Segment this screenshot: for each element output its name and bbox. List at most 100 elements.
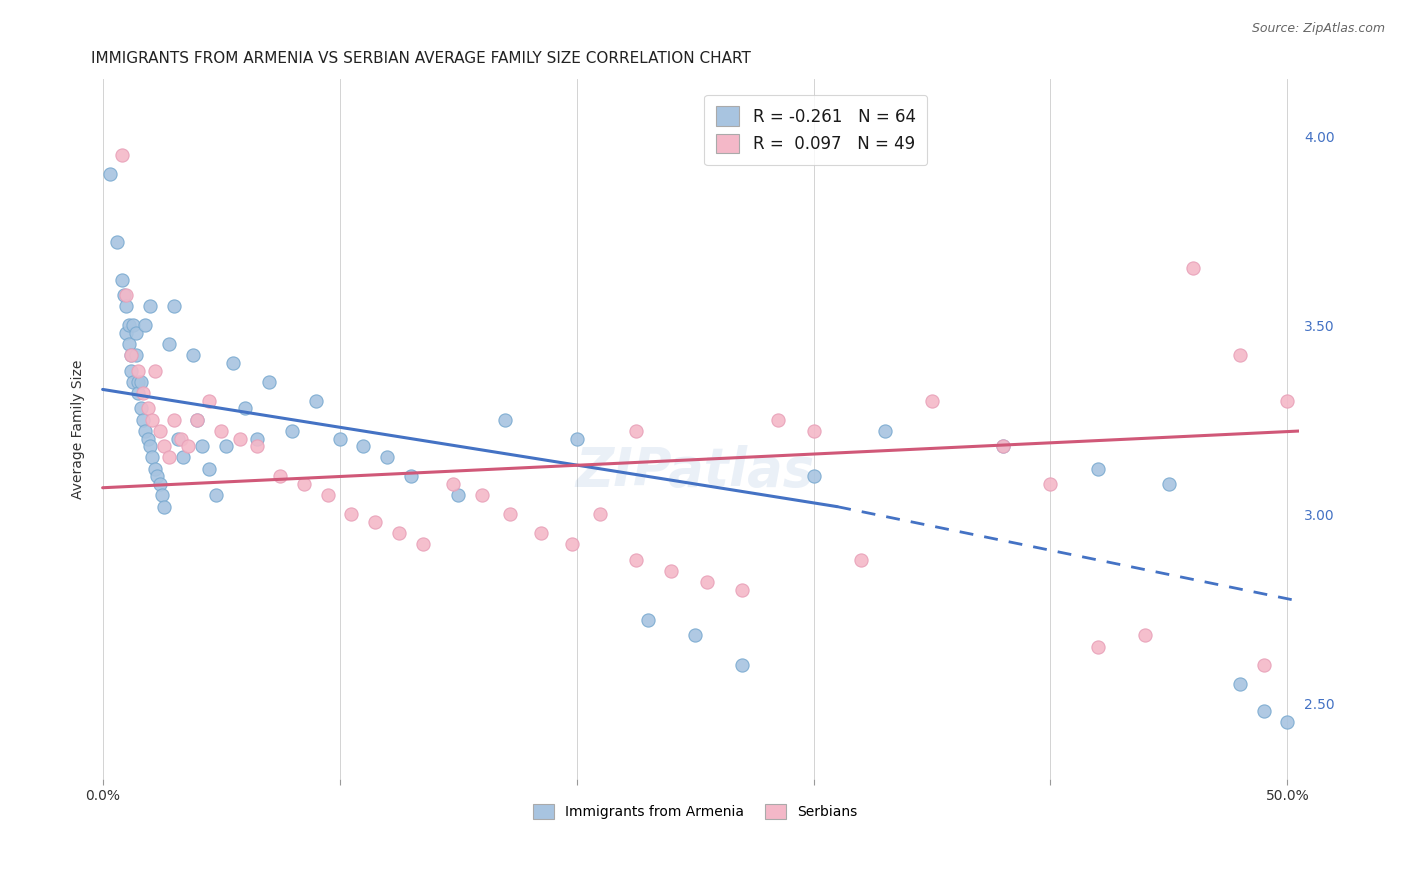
Point: [375, 450, 398, 465]
Point: [412, 537, 434, 551]
Point: [139, 439, 162, 453]
Point: [766, 412, 789, 426]
Point: [186, 412, 208, 426]
Point: [803, 469, 825, 483]
Point: [136, 432, 159, 446]
Point: [136, 401, 159, 416]
Text: Source: ZipAtlas.com: Source: ZipAtlas.com: [1251, 22, 1385, 36]
Point: [120, 363, 142, 377]
Point: [105, 235, 128, 249]
Point: [205, 488, 228, 502]
Point: [191, 439, 214, 453]
Point: [167, 432, 190, 446]
Point: [112, 288, 135, 302]
Point: [731, 582, 754, 597]
Point: [873, 424, 896, 438]
Point: [146, 469, 169, 483]
Point: [198, 462, 221, 476]
Point: [215, 439, 238, 453]
Point: [153, 439, 176, 453]
Point: [329, 432, 352, 446]
Point: [122, 375, 145, 389]
Point: [1135, 628, 1157, 642]
Point: [141, 412, 163, 426]
Point: [134, 424, 156, 438]
Point: [198, 393, 221, 408]
Point: [921, 393, 943, 408]
Point: [471, 488, 494, 502]
Point: [150, 488, 173, 502]
Point: [991, 439, 1014, 453]
Point: [565, 432, 588, 446]
Point: [163, 299, 186, 313]
Point: [132, 386, 155, 401]
Point: [134, 318, 156, 333]
Point: [637, 613, 659, 627]
Point: [170, 432, 193, 446]
Point: [388, 526, 411, 541]
Point: [127, 375, 149, 389]
Point: [624, 552, 647, 566]
Point: [125, 348, 148, 362]
Point: [163, 412, 186, 426]
Point: [98, 167, 121, 181]
Point: [153, 500, 176, 514]
Point: [157, 450, 180, 465]
Point: [1229, 677, 1251, 691]
Point: [1253, 658, 1275, 673]
Y-axis label: Average Family Size: Average Family Size: [72, 359, 86, 499]
Point: [1181, 261, 1204, 276]
Point: [118, 337, 141, 351]
Point: [110, 273, 132, 287]
Text: IMMIGRANTS FROM ARMENIA VS SERBIAN AVERAGE FAMILY SIZE CORRELATION CHART: IMMIGRANTS FROM ARMENIA VS SERBIAN AVERA…: [91, 51, 751, 66]
Point: [127, 386, 149, 401]
Point: [1157, 477, 1180, 491]
Point: [172, 450, 194, 465]
Point: [186, 412, 208, 426]
Point: [139, 299, 162, 313]
Point: [229, 432, 252, 446]
Point: [141, 450, 163, 465]
Point: [148, 424, 170, 438]
Point: [683, 628, 706, 642]
Point: [143, 462, 166, 476]
Point: [399, 469, 422, 483]
Point: [1087, 462, 1109, 476]
Point: [269, 469, 291, 483]
Point: [110, 148, 132, 162]
Point: [1087, 640, 1109, 654]
Point: [849, 552, 872, 566]
Point: [561, 537, 583, 551]
Point: [129, 401, 152, 416]
Point: [148, 477, 170, 491]
Point: [115, 326, 138, 340]
Point: [1039, 477, 1062, 491]
Point: [233, 401, 256, 416]
Text: ZIPatlas: ZIPatlas: [575, 445, 814, 497]
Point: [589, 507, 612, 521]
Point: [246, 432, 269, 446]
Point: [1253, 704, 1275, 718]
Point: [222, 356, 245, 370]
Point: [209, 424, 232, 438]
Point: [281, 424, 304, 438]
Point: [659, 564, 682, 578]
Point: [316, 488, 339, 502]
Point: [157, 337, 180, 351]
Point: [364, 515, 387, 529]
Point: [352, 439, 374, 453]
Point: [292, 477, 315, 491]
Point: [495, 412, 517, 426]
Point: [125, 326, 148, 340]
Point: [1277, 715, 1299, 730]
Point: [447, 488, 470, 502]
Point: [129, 375, 152, 389]
Point: [305, 393, 328, 408]
Point: [803, 424, 825, 438]
Point: [530, 526, 553, 541]
Point: [127, 363, 149, 377]
Point: [118, 318, 141, 333]
Point: [181, 348, 204, 362]
Point: [441, 477, 464, 491]
Point: [115, 288, 138, 302]
